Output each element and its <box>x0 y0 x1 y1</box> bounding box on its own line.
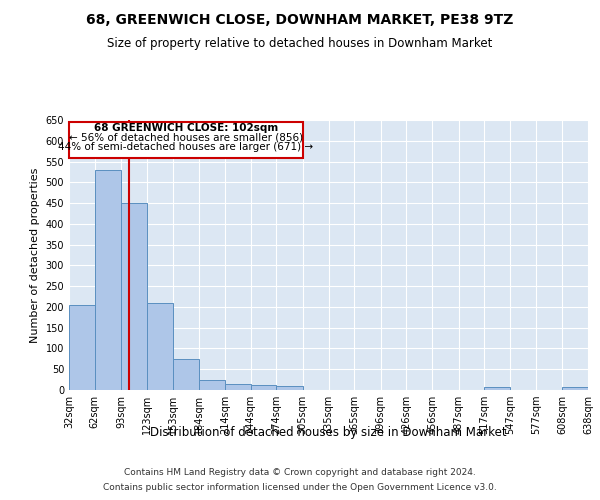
Text: Distribution of detached houses by size in Downham Market: Distribution of detached houses by size … <box>151 426 507 439</box>
Bar <box>484 386 510 390</box>
Bar <box>251 385 276 390</box>
Y-axis label: Number of detached properties: Number of detached properties <box>30 168 40 342</box>
Bar <box>562 386 588 390</box>
Bar <box>199 380 225 390</box>
Text: 68, GREENWICH CLOSE, DOWNHAM MARKET, PE38 9TZ: 68, GREENWICH CLOSE, DOWNHAM MARKET, PE3… <box>86 12 514 26</box>
Bar <box>147 303 173 390</box>
Text: Size of property relative to detached houses in Downham Market: Size of property relative to detached ho… <box>107 38 493 51</box>
Bar <box>225 384 251 390</box>
Text: Contains HM Land Registry data © Crown copyright and database right 2024.: Contains HM Land Registry data © Crown c… <box>124 468 476 477</box>
Text: Contains public sector information licensed under the Open Government Licence v3: Contains public sector information licen… <box>103 483 497 492</box>
Bar <box>69 305 95 390</box>
Bar <box>173 359 199 390</box>
Bar <box>121 203 147 390</box>
Text: 44% of semi-detached houses are larger (671) →: 44% of semi-detached houses are larger (… <box>58 142 313 152</box>
Text: 68 GREENWICH CLOSE: 102sqm: 68 GREENWICH CLOSE: 102sqm <box>94 124 278 134</box>
Bar <box>95 170 121 390</box>
Bar <box>276 386 303 390</box>
Text: ← 56% of detached houses are smaller (856): ← 56% of detached houses are smaller (85… <box>69 132 303 142</box>
Bar <box>69 122 303 158</box>
